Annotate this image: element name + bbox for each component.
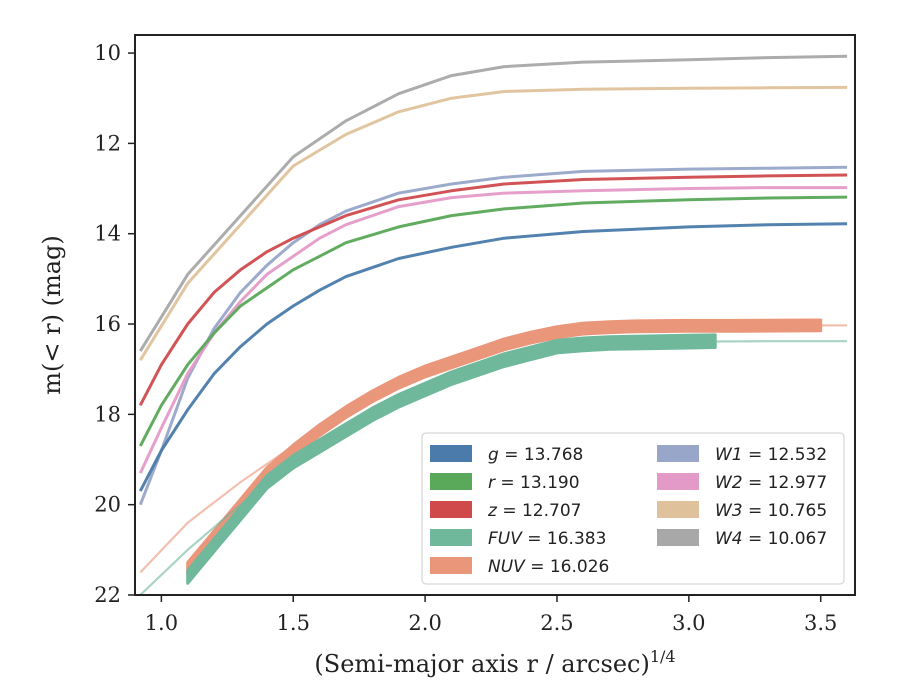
legend: g = 13.768 r = 13.190 z = 12.707 FUV = 16.3…: [421, 432, 845, 585]
x-tick-label: 3.5: [804, 611, 837, 635]
series-w3-line: [139, 85, 848, 361]
legend-label-nuv: NUV = 16.026: [488, 557, 609, 577]
legend-label-r: r = 13.190: [488, 473, 580, 493]
x-axis-title-group: (Semi-major axis r / arcsec)1/4: [314, 647, 675, 678]
axes-frame: [134, 34, 856, 596]
x-tick-label: 1.5: [277, 611, 310, 635]
x-tick-label: 1.0: [145, 611, 178, 635]
legend-swatch-r: [430, 473, 472, 490]
y-axis: 10 12 14 16 18 20 22: [94, 41, 135, 607]
y-axis-title: m(< r) (mag): [38, 235, 66, 394]
series-w4-line: [139, 54, 848, 352]
legend-label-fuv: FUV = 16.383: [488, 529, 606, 549]
series-g-line: [138, 222, 848, 492]
legend-label-z: z = 12.707: [487, 501, 581, 521]
series-fuv-band: [186, 333, 717, 585]
y-tick-label: 10: [94, 41, 121, 65]
legend-swatch-z: [430, 501, 472, 518]
series-z-line: [138, 173, 848, 406]
legend-swatch-fuv: [430, 529, 472, 546]
series-nuv-band: [186, 318, 823, 575]
legend-label-w3: W3 = 10.765: [715, 501, 827, 521]
y-tick-label: 20: [94, 493, 121, 517]
legend-label-w4: W4 = 10.067: [715, 529, 827, 549]
x-tick-label: 3.0: [672, 611, 705, 635]
y-tick-label: 14: [94, 222, 121, 246]
y-tick-label: 12: [94, 131, 121, 155]
x-tick-label: 2.5: [540, 611, 573, 635]
legend-label-g: g = 13.768: [488, 445, 583, 465]
legend-box: [421, 432, 845, 585]
legend-swatch-nuv: [430, 557, 472, 574]
x-tick-label: 2.0: [408, 611, 441, 635]
x-axis: 1.0 1.5 2.0 2.5 3.0 3.5: [145, 595, 837, 635]
x-axis-title: (Semi-major axis r / arcsec)1/4: [314, 647, 675, 678]
series-w2-line: [138, 186, 848, 474]
y-tick-label: 22: [94, 583, 121, 607]
legend-swatch-w2: [657, 473, 699, 490]
legend-swatch-w1: [657, 445, 699, 462]
y-tick-label: 16: [94, 312, 121, 336]
legend-swatch-w4: [657, 529, 699, 546]
legend-swatch-w3: [657, 501, 699, 518]
plot-area: [138, 54, 848, 595]
legend-label-w2: W2 = 12.977: [715, 473, 827, 493]
y-tick-label: 18: [94, 402, 121, 426]
legend-label-w1: W1 = 12.532: [715, 445, 827, 465]
series-r-line: [138, 195, 848, 447]
legend-swatch-g: [430, 445, 472, 462]
